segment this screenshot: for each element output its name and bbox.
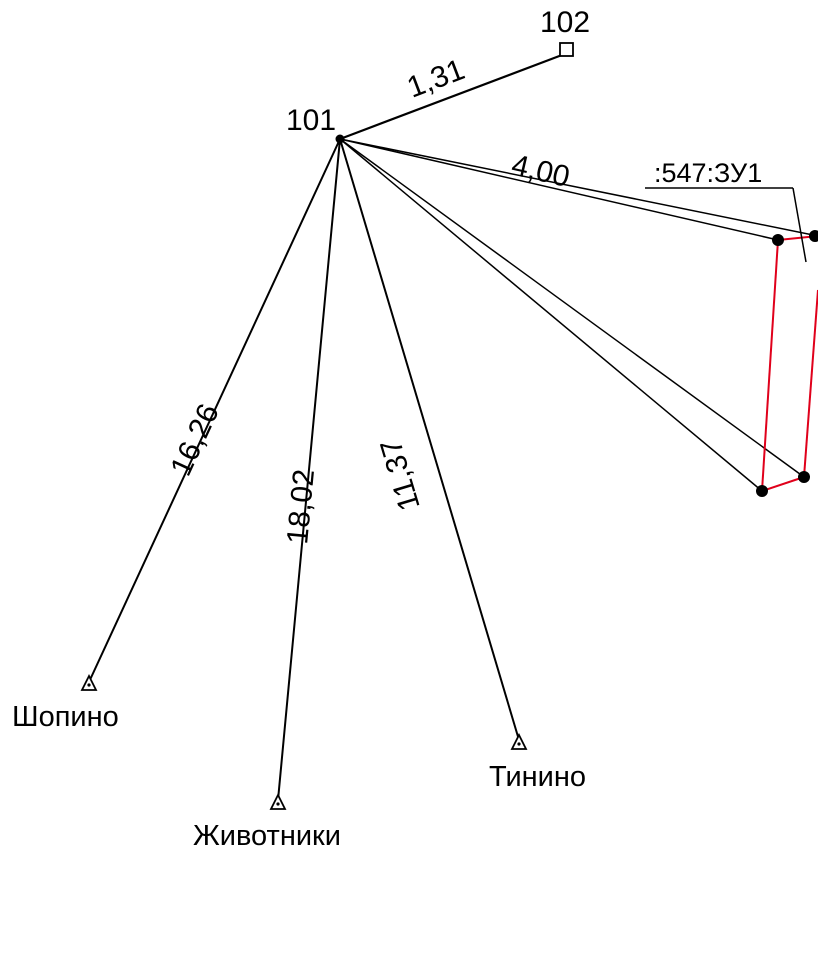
parcel-edge-left: [761, 239, 779, 492]
distance-label-101-parcel: 4,00: [508, 149, 572, 194]
line-101-zhivotniki: [277, 138, 341, 801]
parcel-corner-marker: [772, 234, 784, 246]
triangle-station-icon: [269, 792, 287, 810]
line-101-parcel-corner-3: [339, 138, 763, 492]
station-center-dot: [517, 742, 521, 746]
point-102-marker: [559, 42, 574, 57]
distance-label-101-102: 1,31: [403, 53, 469, 105]
station-tinino: [510, 732, 528, 750]
distance-label-101-tinino: 11,37: [374, 435, 426, 514]
station-center-dot: [87, 683, 91, 687]
station-label-tinino: Тинино: [489, 761, 586, 793]
parcel-edge-right: [803, 289, 818, 478]
distance-label-101-zhivotniki: 18,02: [281, 468, 321, 546]
line-101-shopino: [88, 138, 341, 683]
sight-lines: [88, 53, 818, 801]
line-101-102: [339, 53, 563, 141]
point-101-marker: [335, 134, 345, 144]
triangle-station-icon: [510, 732, 528, 750]
parcel-edge-bottom: [761, 476, 805, 492]
station-center-dot: [276, 802, 280, 806]
station-label-shopino: Шопино: [12, 701, 119, 733]
parcel-corner-marker: [809, 230, 818, 242]
parcel-corners: [756, 230, 818, 497]
parcel-label-leader: [645, 187, 807, 263]
parcel-corner-marker: [798, 471, 810, 483]
triangle-station-icon: [80, 673, 98, 691]
point-102-label: 102: [540, 6, 590, 39]
line-101-parcel-corner-4: [339, 138, 805, 478]
point-101-label: 101: [286, 104, 336, 137]
station-shopino: [80, 673, 98, 691]
line-101-tinino: [339, 138, 520, 741]
station-label-zhivotniki: Животники: [193, 820, 341, 852]
parcel-label: :547:ЗУ1: [654, 158, 762, 188]
leader-pointer: [792, 187, 807, 263]
distance-label-101-shopino: 16,26: [164, 399, 225, 481]
line-101-parcel-corner-2: [339, 138, 818, 237]
line-101-parcel-corner-1: [339, 138, 779, 241]
station-zhivotniki: [269, 792, 287, 810]
parcel-corner-marker: [756, 485, 768, 497]
